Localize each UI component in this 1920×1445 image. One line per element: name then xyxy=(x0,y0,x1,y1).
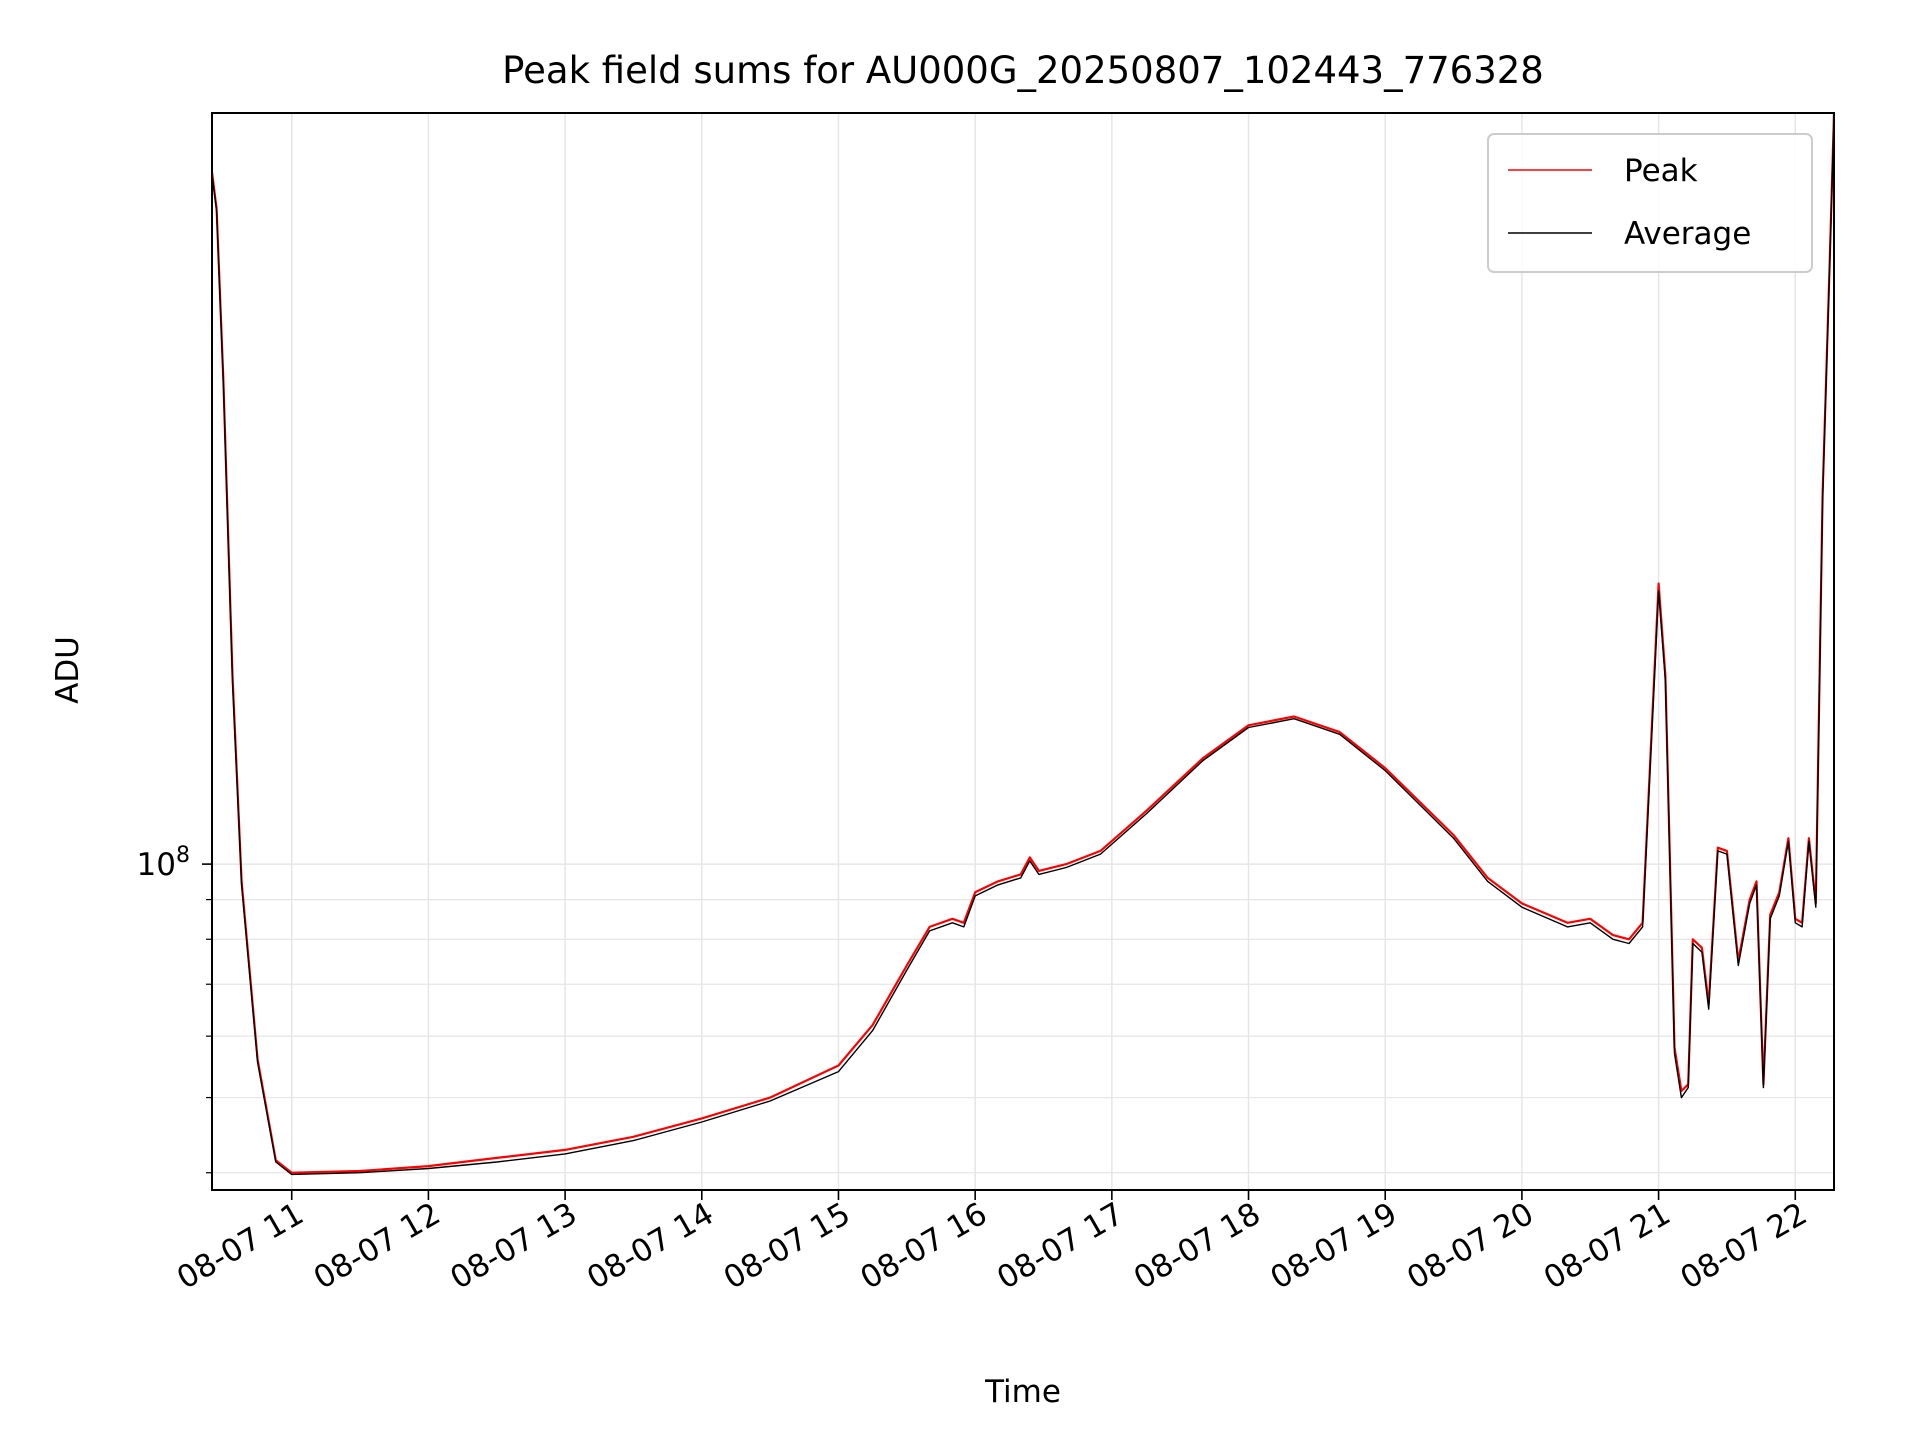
legend: Peak Average xyxy=(1487,133,1813,273)
series-lines xyxy=(210,112,1836,1176)
legend-label-peak: Peak xyxy=(1624,153,1698,189)
plot-frame xyxy=(211,112,1835,1191)
x-axis-label: Time xyxy=(984,1374,1061,1410)
legend-box xyxy=(1487,133,1813,273)
y-tick-label: 108 xyxy=(137,843,190,883)
grid-lines xyxy=(212,113,1834,1190)
series-line-average xyxy=(211,116,1835,1176)
chart-title: Peak field sums for AU000G_20250807_1024… xyxy=(502,49,1544,92)
legend-label-average: Average xyxy=(1624,216,1751,252)
y-axis-label: ADU xyxy=(50,636,86,704)
